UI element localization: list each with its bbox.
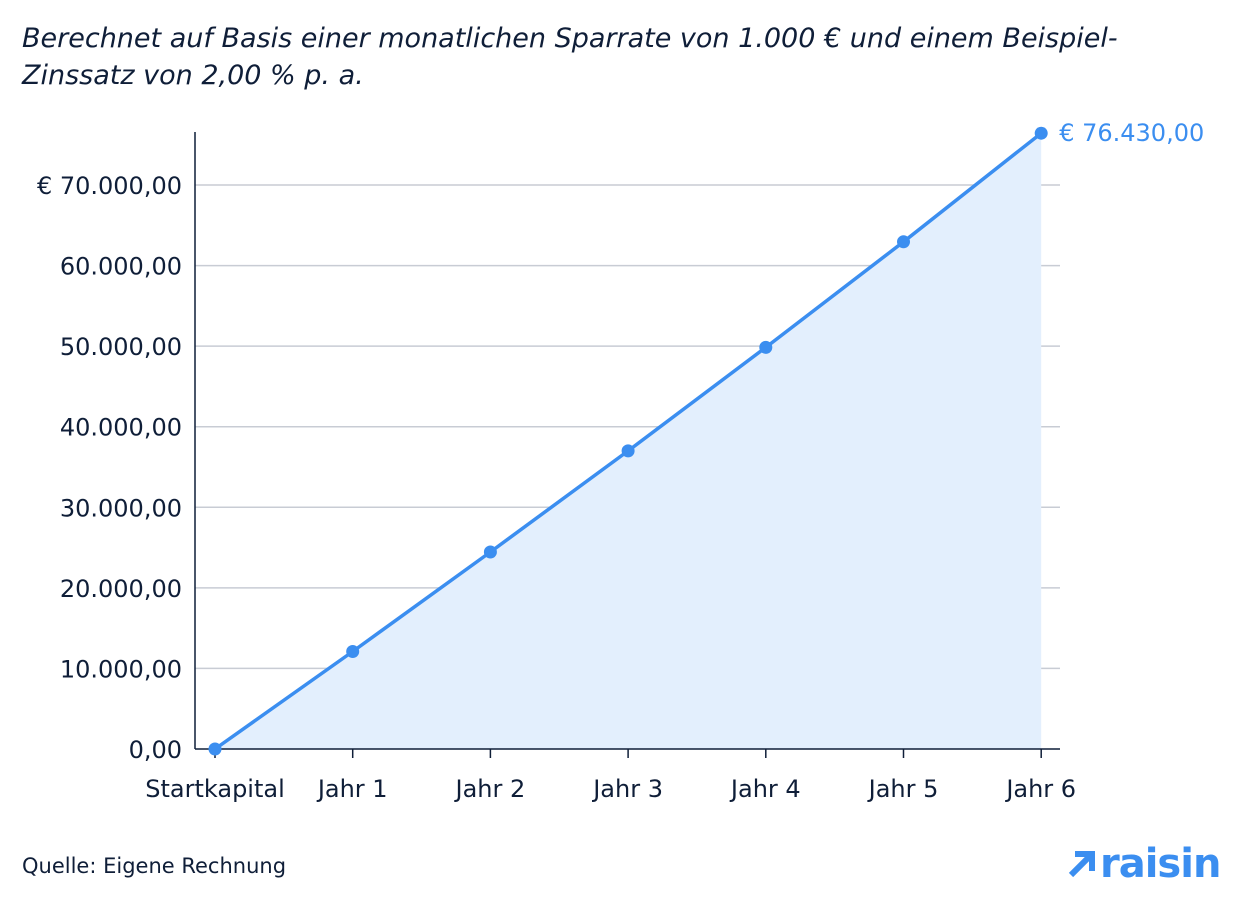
y-tick-labels: 0,00 10.000,00 20.000,00 30.000,00 40.000,00…	[37, 172, 182, 764]
y-tick-label: 0,00	[129, 736, 182, 764]
y-tick-label: 50.000,00	[60, 333, 182, 361]
logo-text: raisin	[1100, 841, 1221, 887]
chart-subtitle: Berechnet auf Basis einer monatlichen Sp…	[22, 23, 1118, 91]
source-note: Quelle: Eigene Rechnung	[22, 854, 287, 878]
data-point	[483, 545, 497, 559]
data-point	[346, 645, 360, 659]
area-fill	[215, 133, 1042, 749]
x-tick-label: Jahr 5	[867, 775, 939, 803]
y-tick-label: 20.000,00	[60, 575, 182, 603]
x-tick-label: Jahr 6	[1004, 775, 1076, 803]
y-tick-label: € 70.000,00	[37, 172, 182, 200]
end-value-label: € 76.430,00	[1059, 119, 1204, 147]
y-tick-label: 60.000,00	[60, 253, 182, 281]
x-tick-label: Jahr 4	[729, 775, 801, 803]
data-points	[208, 126, 1048, 756]
y-tick-label: 30.000,00	[60, 494, 182, 522]
arrow-up-right-icon	[1068, 851, 1095, 878]
raisin-logo: raisin	[1064, 840, 1221, 888]
x-tick-label: Jahr 2	[454, 775, 526, 803]
data-point	[208, 742, 222, 756]
data-point	[1034, 126, 1048, 140]
y-tick-label: 10.000,00	[60, 655, 182, 683]
x-tick-label: Jahr 3	[591, 775, 663, 803]
x-tick-labels: Startkapital Jahr 1 Jahr 2 Jahr 3 Jahr 4 Jahr…	[145, 749, 1076, 803]
data-point	[897, 235, 910, 249]
data-point	[759, 340, 773, 354]
data-point	[621, 444, 635, 458]
x-tick-label: Jahr 1	[316, 775, 388, 803]
x-tick-label: Startkapital	[145, 775, 285, 803]
y-tick-label: 40.000,00	[60, 414, 182, 442]
